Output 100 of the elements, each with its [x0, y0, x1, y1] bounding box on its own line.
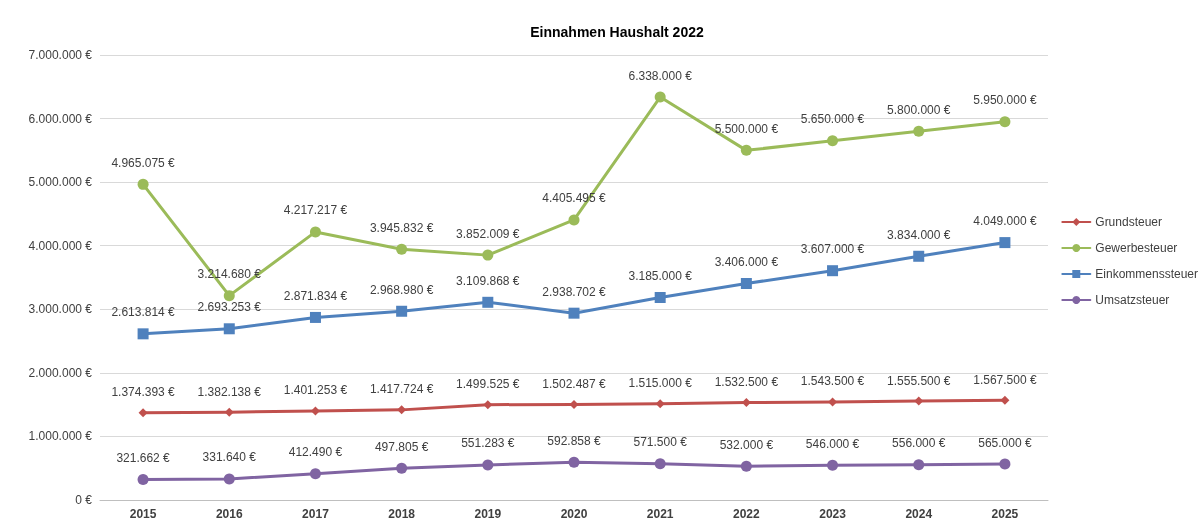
data-label: 1.499.525 € — [456, 377, 520, 392]
x-tick-label: 2023 — [819, 507, 847, 521]
point — [482, 459, 494, 471]
data-label: 1.515.000 € — [628, 376, 693, 391]
point — [740, 277, 752, 289]
point — [827, 265, 839, 277]
x-tick-label: 2018 — [388, 507, 416, 521]
point — [482, 249, 494, 261]
data-label: 5.500.000 € — [714, 121, 779, 136]
data-label: 2.938.702 € — [542, 284, 607, 299]
data-label: 571.500 € — [633, 435, 688, 450]
legend-label: Gewerbesteuer — [1095, 241, 1178, 255]
data-label: 1.555.500 € — [887, 373, 951, 388]
point — [568, 214, 580, 226]
y-tick-label: 6.000.000 € — [28, 111, 93, 126]
point — [913, 459, 925, 471]
point — [482, 296, 494, 308]
y-tick-label: 2.000.000 € — [28, 365, 93, 380]
data-label: 3.852.009 € — [456, 226, 520, 241]
data-label: 497.805 € — [374, 439, 429, 454]
chart-title: Einnahmen Haushalt 2022 — [530, 24, 704, 40]
data-label: 3.109.868 € — [456, 273, 520, 288]
legend-label: Umsatzsteuer — [1095, 293, 1170, 307]
point — [396, 462, 408, 474]
legend-label: Grundsteuer — [1095, 215, 1162, 229]
y-tick-label: 3.000.000 € — [28, 302, 93, 317]
y-tick-label: 7.000.000 € — [28, 48, 93, 62]
data-label: 412.490 € — [288, 445, 343, 460]
point — [999, 116, 1011, 128]
point — [913, 250, 925, 262]
point — [740, 144, 752, 156]
point — [396, 305, 408, 317]
x-tick-label: 2024 — [905, 507, 933, 521]
point — [1000, 395, 1010, 405]
point — [999, 237, 1011, 249]
point — [568, 307, 580, 319]
x-tick-label: 2021 — [646, 507, 674, 521]
y-tick-label: 5.000.000 € — [28, 175, 93, 190]
x-tick-label: 2020 — [560, 507, 588, 521]
point — [309, 468, 321, 480]
x-tick-label: 2015 — [129, 507, 157, 521]
y-tick-label: 4.000.000 € — [28, 238, 93, 253]
point — [827, 135, 839, 147]
point — [137, 328, 149, 340]
point — [223, 473, 235, 485]
point — [223, 290, 235, 302]
data-label: 4.049.000 € — [973, 214, 1037, 229]
y-tick-label: 0 € — [75, 493, 93, 507]
y-tick-label: 1.000.000 € — [28, 429, 93, 444]
data-label: 3.834.000 € — [887, 227, 951, 242]
data-label: 565.000 € — [978, 435, 1032, 450]
point — [913, 125, 925, 137]
data-label: 1.543.500 € — [800, 374, 865, 389]
data-label: 2.968.980 € — [369, 282, 434, 297]
point — [655, 399, 665, 409]
data-label: 532.000 € — [719, 437, 774, 452]
data-label: 5.950.000 € — [973, 93, 1037, 108]
point — [138, 408, 148, 418]
data-label: 556.000 € — [892, 436, 946, 451]
point — [396, 243, 408, 255]
point — [224, 407, 234, 417]
data-label: 551.283 € — [461, 436, 515, 451]
point — [137, 178, 149, 190]
data-label: 1.382.138 € — [197, 384, 262, 399]
data-label: 1.374.393 € — [111, 385, 176, 400]
x-tick-label: 2017 — [302, 507, 330, 521]
point — [740, 460, 752, 472]
point — [654, 458, 666, 470]
data-label: 592.858 € — [547, 433, 602, 448]
point — [654, 91, 666, 103]
point — [309, 311, 321, 323]
data-label: 3.185.000 € — [628, 269, 693, 284]
data-label: 2.871.834 € — [283, 288, 348, 303]
data-label: 4.965.075 € — [111, 155, 176, 170]
x-tick-label: 2022 — [733, 507, 761, 521]
x-tick-label: 2016 — [215, 507, 243, 521]
data-label: 1.401.253 € — [283, 383, 348, 398]
point — [568, 456, 580, 468]
point — [999, 458, 1011, 470]
legend-label: Einkommenssteuer — [1095, 267, 1199, 281]
data-label: 331.640 € — [202, 450, 257, 465]
data-label: 4.217.217 € — [283, 203, 348, 218]
data-label: 546.000 € — [805, 436, 860, 451]
data-label: 3.406.000 € — [714, 254, 779, 269]
point — [827, 459, 839, 471]
point — [654, 292, 666, 304]
point — [309, 226, 321, 238]
data-label: 5.800.000 € — [887, 102, 951, 117]
data-label: 1.567.500 € — [973, 372, 1037, 387]
point — [223, 323, 235, 335]
data-label: 6.338.000 € — [628, 68, 693, 83]
data-label: 321.662 € — [116, 451, 171, 466]
point — [483, 400, 493, 410]
point — [137, 474, 149, 486]
data-label: 1.502.487 € — [542, 376, 607, 391]
x-tick-label: 2025 — [991, 507, 1019, 521]
data-label: 2.613.814 € — [111, 305, 176, 320]
data-label: 1.532.500 € — [714, 375, 779, 390]
data-label: 1.417.724 € — [369, 382, 434, 397]
data-label: 5.650.000 € — [800, 112, 865, 127]
